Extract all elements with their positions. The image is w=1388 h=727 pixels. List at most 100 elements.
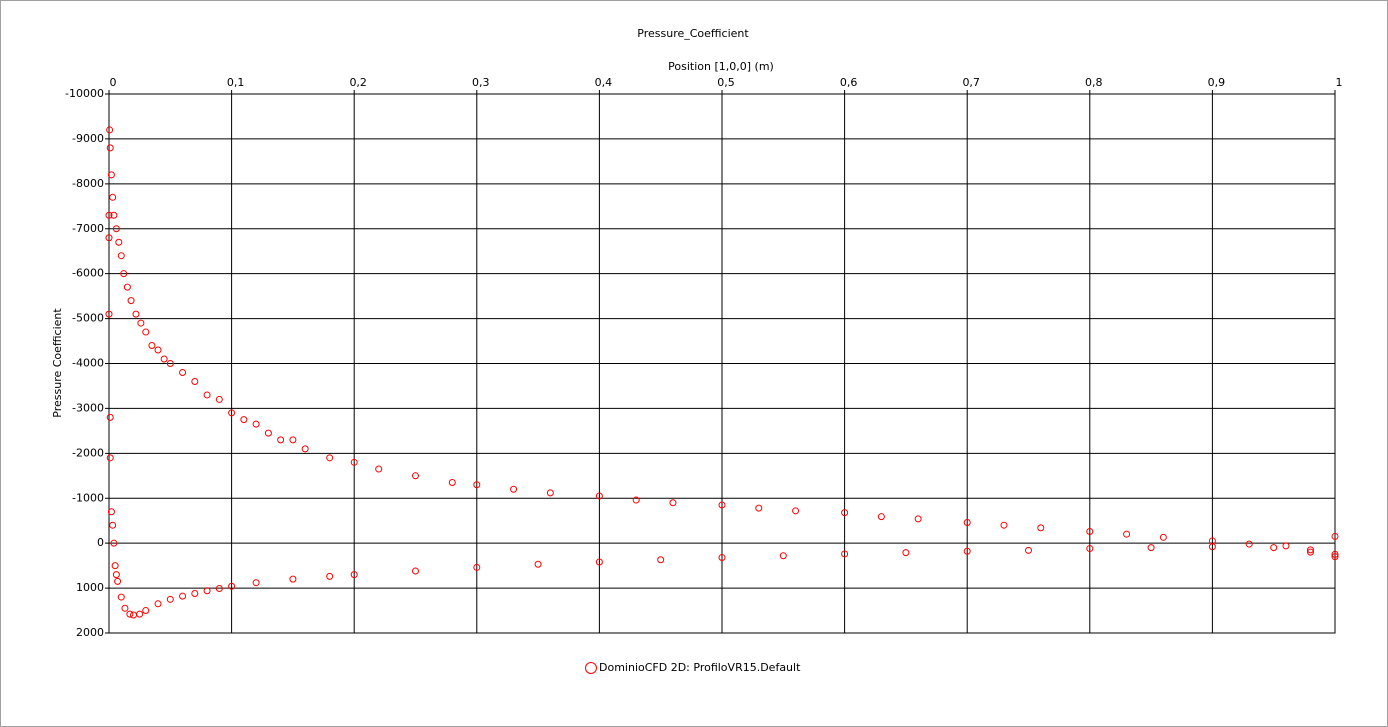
data-point <box>120 270 128 278</box>
x-tick-label: 0,9 <box>1208 76 1226 89</box>
data-point <box>595 558 603 566</box>
data-point <box>191 589 199 597</box>
data-point <box>1086 527 1094 535</box>
y-tick-label: -7000 <box>72 222 104 235</box>
x-tick-label: 0,3 <box>472 76 490 89</box>
data-point <box>142 328 150 336</box>
data-point <box>203 391 211 399</box>
data-point <box>534 560 542 568</box>
data-point <box>902 549 910 557</box>
data-point <box>117 593 125 601</box>
y-tick-label: 1000 <box>76 581 104 594</box>
data-point <box>448 479 456 487</box>
data-point <box>289 575 297 583</box>
data-point <box>215 395 223 403</box>
data-point <box>240 416 248 424</box>
data-point <box>546 489 554 497</box>
x-tick-label: 0,8 <box>1085 76 1103 89</box>
y-tick-label: -5000 <box>72 312 104 325</box>
x-tick-label: 0,4 <box>595 76 613 89</box>
data-point <box>166 360 174 367</box>
data-point <box>1086 545 1094 553</box>
data-point <box>105 234 113 242</box>
data-point <box>112 571 120 579</box>
x-tick-label: 0,5 <box>717 76 735 89</box>
data-point <box>252 579 260 587</box>
data-point <box>160 355 168 363</box>
data-point <box>877 513 885 521</box>
data-point <box>326 454 334 462</box>
data-point <box>107 508 115 516</box>
data-point <box>412 472 419 480</box>
data-point <box>110 211 118 219</box>
data-point <box>1000 521 1008 529</box>
data-point <box>117 252 125 260</box>
data-point <box>473 563 481 571</box>
data-point <box>106 126 114 134</box>
data-point <box>123 283 131 291</box>
data-point <box>277 436 285 444</box>
data-point <box>914 515 922 523</box>
data-point <box>1331 550 1339 558</box>
x-tick-label: 0,2 <box>349 76 367 89</box>
data-point <box>132 310 140 318</box>
data-point <box>841 550 849 558</box>
x-tick-label: 0,1 <box>227 76 245 89</box>
data-point <box>963 547 971 555</box>
data-point <box>179 368 187 376</box>
data-point <box>1025 546 1032 554</box>
data-point <box>126 610 134 618</box>
data-point <box>179 592 187 600</box>
data-point <box>1123 530 1131 538</box>
data-point <box>301 445 309 453</box>
data-point <box>106 144 114 152</box>
data-point <box>115 238 123 246</box>
legend-label: DominioCFD 2D: ProfiloVR15.Default <box>599 661 801 674</box>
data-point <box>1331 553 1339 561</box>
data-point <box>963 519 971 527</box>
data-point <box>105 310 113 318</box>
x-tick-label: 0,6 <box>840 76 858 89</box>
data-point <box>148 342 156 350</box>
data-point <box>350 571 358 579</box>
data-point <box>779 552 787 560</box>
data-point <box>350 458 358 466</box>
data-point <box>632 496 640 504</box>
data-point <box>412 567 419 575</box>
data-point <box>228 582 236 590</box>
data-point <box>718 501 726 509</box>
x-tick-label: 0 <box>110 76 117 89</box>
data-point <box>792 507 800 515</box>
y-tick-label: -8000 <box>72 177 104 190</box>
legend-marker <box>585 662 597 674</box>
data-point <box>110 539 118 547</box>
y-tick-label: 0 <box>97 536 104 549</box>
data-point <box>106 413 114 421</box>
data-point <box>1270 544 1278 552</box>
data-point <box>669 499 677 507</box>
data-point <box>1282 542 1290 550</box>
data-point <box>142 607 150 615</box>
data-point <box>166 595 174 603</box>
y-tick-label: -10000 <box>65 87 104 100</box>
data-point <box>510 485 518 493</box>
data-point <box>326 572 334 580</box>
data-point <box>1331 532 1339 540</box>
data-point <box>657 556 665 564</box>
data-point <box>841 509 849 517</box>
data-point <box>191 377 199 385</box>
data-point <box>1159 533 1167 541</box>
data-point <box>136 610 144 618</box>
data-point <box>375 465 383 473</box>
data-point <box>1147 544 1155 552</box>
y-tick-label: -9000 <box>72 132 104 145</box>
data-point <box>289 436 297 444</box>
data-point <box>154 346 162 354</box>
data-point <box>154 600 162 608</box>
data-point <box>137 319 145 327</box>
data-point <box>1306 548 1314 556</box>
data-point <box>264 429 272 437</box>
data-point <box>109 193 117 201</box>
data-point <box>215 585 223 593</box>
